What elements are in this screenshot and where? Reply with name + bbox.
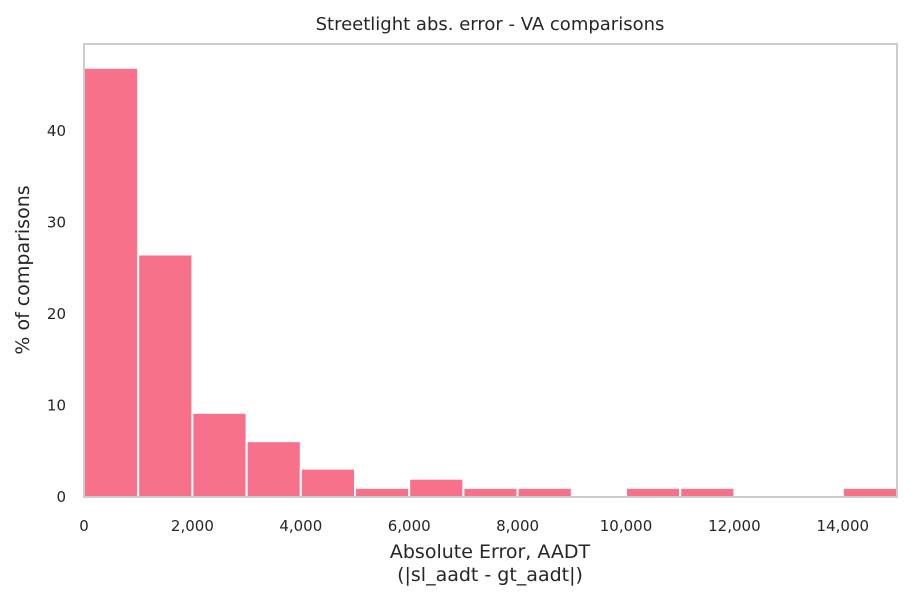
x-tick-label: 12,000 bbox=[708, 517, 761, 535]
histogram-bar-11 bbox=[680, 488, 734, 497]
x-tick-label: 4,000 bbox=[279, 517, 322, 535]
histogram-bar-4 bbox=[301, 469, 355, 497]
y-tick-label: 0 bbox=[56, 488, 66, 506]
y-tick-label: 20 bbox=[47, 305, 66, 323]
histogram-bar-6 bbox=[409, 479, 463, 497]
x-tick-label: 2,000 bbox=[171, 517, 214, 535]
histogram-bar-14 bbox=[843, 488, 897, 497]
x-axis-subtitle: (|sl_aadt - gt_aadt|) bbox=[397, 564, 583, 586]
histogram-bar-3 bbox=[247, 441, 301, 497]
x-axis-title: Absolute Error, AADT bbox=[390, 541, 591, 563]
y-tick-label: 30 bbox=[47, 213, 66, 231]
histogram-bar-1 bbox=[138, 254, 192, 497]
x-tick-label: 0 bbox=[79, 517, 89, 535]
histogram-bar-2 bbox=[192, 413, 246, 497]
x-tick-label: 10,000 bbox=[600, 517, 653, 535]
x-tick-label: 6,000 bbox=[388, 517, 431, 535]
y-tick-label: 10 bbox=[47, 396, 66, 414]
histogram-bar-10 bbox=[626, 488, 680, 497]
chart-title: Streetlight abs. error - VA comparisons bbox=[316, 14, 665, 35]
histogram-bar-8 bbox=[518, 488, 572, 497]
y-axis-title: % of comparisons bbox=[12, 185, 34, 354]
x-tick-label: 14,000 bbox=[817, 517, 870, 535]
histogram-bar-7 bbox=[463, 488, 517, 497]
y-tick-label: 40 bbox=[47, 122, 66, 140]
histogram-bar-0 bbox=[84, 68, 138, 497]
x-tick-label: 8,000 bbox=[496, 517, 539, 535]
histogram-bar-5 bbox=[355, 488, 409, 497]
